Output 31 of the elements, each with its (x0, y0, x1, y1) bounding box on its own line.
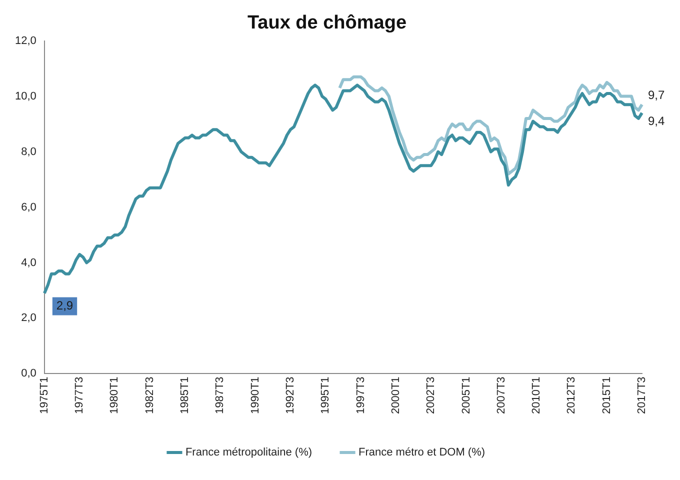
x-tick-label: 1997T3 (354, 376, 367, 414)
legend-label: France métro et DOM (%) (358, 446, 486, 459)
x-tick-label: 2002T3 (425, 376, 438, 414)
x-tick-label: 2010T1 (530, 376, 543, 414)
x-tick-label: 1995T1 (320, 376, 332, 414)
data-label: 2,9 (56, 298, 74, 313)
data-label: 9,7 (648, 88, 666, 102)
y-tick-label: 12,0 (14, 34, 36, 47)
x-tick-label: 1977T3 (74, 376, 86, 414)
x-tick-label: 1982T3 (144, 376, 156, 414)
y-tick-label: 6,0 (21, 201, 36, 214)
x-tick-label: 1980T1 (108, 376, 121, 414)
x-tick-label: 1987T3 (214, 376, 226, 414)
x-tick-label: 2007T3 (495, 376, 508, 414)
data-label: 9,4 (648, 114, 666, 128)
chart-title: Taux de chômage (247, 12, 407, 34)
x-tick-label: 1975T1 (38, 376, 50, 414)
y-tick-label: 0,0 (21, 368, 36, 380)
x-tick-label: 2005T1 (460, 376, 472, 414)
legend-label: France métropolitaine (%) (185, 446, 312, 459)
x-tick-label: 1990T1 (249, 376, 262, 414)
y-tick-label: 8,0 (21, 146, 36, 158)
y-tick-label: 4,0 (21, 256, 36, 269)
y-tick-label: 10,0 (14, 90, 36, 102)
x-tick-label: 2000T1 (390, 376, 402, 414)
x-tick-label: 2017T3 (636, 376, 648, 414)
x-tick-label: 1985T1 (179, 376, 192, 414)
x-tick-label: 2015T1 (600, 376, 613, 414)
x-tick-label: 1992T3 (284, 376, 297, 414)
x-tick-label: 2012T3 (566, 376, 578, 414)
y-tick-label: 2,0 (21, 312, 36, 324)
